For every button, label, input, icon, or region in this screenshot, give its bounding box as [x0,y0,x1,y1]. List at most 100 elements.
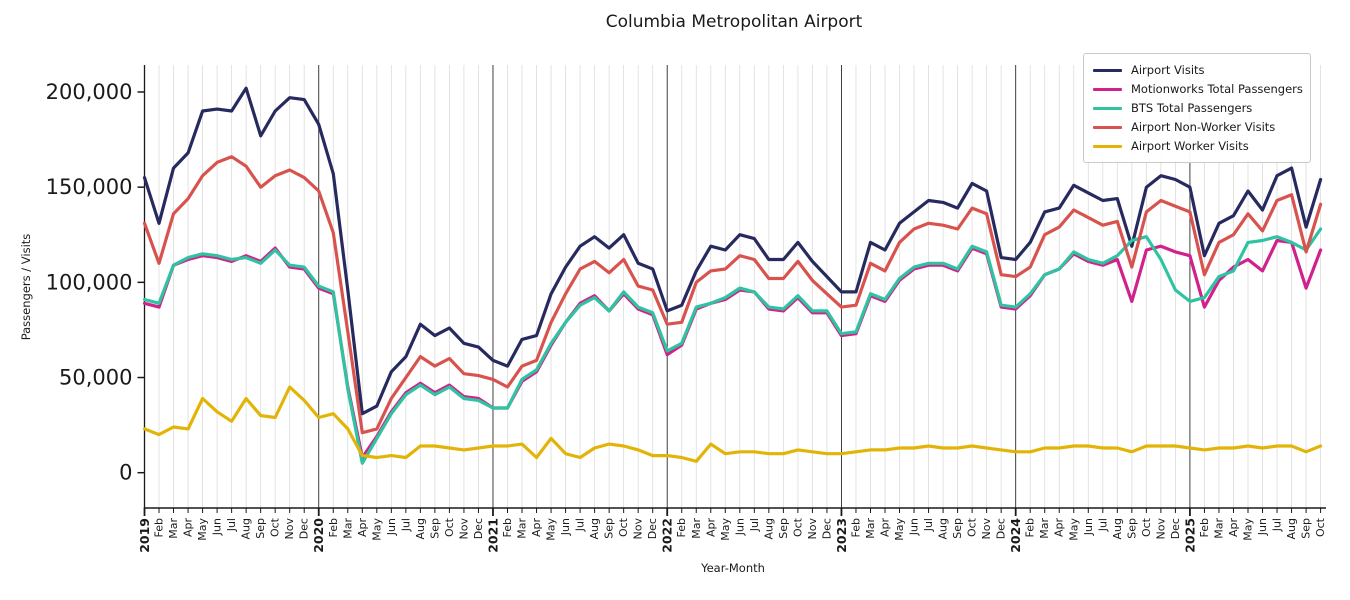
x-tick-label: Nov [283,518,296,540]
x-tick-label: Aug [588,518,601,539]
x-tick-label: Oct [269,517,282,537]
x-tick-label: Nov [1154,518,1167,540]
x-tick-label: May [370,518,383,541]
x-tick-label: Jun [1082,518,1095,536]
series-line-airport-non-worker-visits [142,155,1323,435]
series-line-motionworks-total-passengers [142,238,1323,460]
x-tick-label: Jul [1271,518,1284,532]
x-tick-label: Dec [472,518,485,539]
x-tick-label: Nov [632,518,645,540]
x-tick-label: Mar [341,518,354,539]
x-tick-label: Jun [908,518,921,536]
x-tick-label: Jul [574,518,587,532]
y-tick-label: 100,000 [46,270,133,294]
legend-label: BTS Total Passengers [1131,101,1253,115]
x-tick-label: Feb [1198,518,1211,537]
x-tick-label: Aug [937,518,950,539]
legend-item: Airport Visits [1093,61,1301,80]
x-tick-label: Apr [182,518,195,538]
legend: Airport Visits Motionworks Total Passeng… [1083,53,1311,163]
legend-label: Airport Non-Worker Visits [1131,120,1276,134]
x-tick-label: Aug [414,518,427,539]
series-line-airport-worker-visits [142,385,1323,463]
legend-swatch-airport-worker-visits [1093,144,1122,149]
x-tick-label: Jun [385,518,398,536]
x-tick-label: Jul [225,518,238,532]
x-tick-label: Mar [690,518,703,539]
x-axis-label: Year-Month [700,561,765,575]
x-tick-label: Dec [298,518,311,539]
x-tick-label: May [719,518,732,541]
x-tick-label: May [893,518,906,541]
x-tick-label: May [545,518,558,541]
x-tick-label: Mar [516,518,529,539]
legend-swatch-motionworks-total-passengers [1093,87,1122,92]
legend-label: Airport Visits [1131,63,1205,77]
legend-swatch-airport-non-worker-visits [1093,125,1122,130]
x-tick-label: Jul [1096,518,1109,532]
legend-swatch-bts-total-passengers [1093,106,1122,111]
x-tick-label: 2022 [660,518,675,553]
y-tick-label: 150,000 [46,175,133,199]
x-tick-label: Apr [879,518,892,538]
x-tick-label: Apr [530,518,543,538]
series-line-airport-visits [142,86,1323,416]
x-tick-label: Aug [1285,518,1298,539]
x-tick-label: Feb [849,518,862,537]
x-tick-label: Aug [240,518,253,539]
legend-item: Airport Non-Worker Visits [1093,118,1301,137]
x-tick-label: Nov [457,518,470,540]
x-tick-label: Jun [211,518,224,536]
x-tick-label: Aug [762,518,775,539]
legend-swatch-airport-visits [1093,68,1122,73]
legend-item: Airport Worker Visits [1093,137,1301,156]
legend-label: Airport Worker Visits [1131,139,1249,153]
y-tick-label: 200,000 [46,80,133,104]
y-axis-label: Passengers / Visits [19,234,33,341]
x-tick-label: Oct [966,517,979,537]
x-tick-label: Dec [820,518,833,539]
x-tick-label: Mar [1212,518,1225,539]
x-tick-label: 2019 [137,518,152,553]
y-tick-label: 0 [119,461,132,485]
x-tick-label: Nov [980,518,993,540]
chart-title: Columbia Metropolitan Airport [606,12,863,32]
x-tick-label: Nov [806,518,819,540]
gridlines [158,65,1321,508]
x-tick-label: 2025 [1182,518,1197,553]
x-tick-label: 2021 [485,518,500,553]
tick-labels: 2019 Feb Mar Apr May Jun Jul Aug Sep Oct Nov Dec 202… [46,80,1327,553]
legend-item: BTS Total Passengers [1093,99,1301,118]
x-tick-label: 2024 [1008,518,1023,553]
x-tick-label: Sep [428,518,441,539]
x-tick-label: Feb [327,518,340,537]
x-tick-label: Oct [791,517,804,537]
series-lines [142,86,1323,465]
x-tick-label: Oct [443,517,456,537]
x-tick-label: Sep [1125,518,1138,539]
x-tick-label: Feb [675,518,688,537]
legend-label: Motionworks Total Passengers [1131,82,1303,96]
x-tick-label: May [196,518,209,541]
x-tick-label: Apr [1227,518,1240,538]
x-tick-label: Dec [1169,518,1182,539]
x-tick-label: Jul [922,518,935,532]
axes [137,65,1326,516]
x-tick-label: Feb [501,518,514,537]
x-tick-label: Sep [951,518,964,539]
x-tick-label: Jun [1256,518,1269,536]
x-tick-label: Feb [153,518,166,537]
x-tick-label: 2020 [311,518,326,553]
x-tick-label: Jun [733,518,746,536]
x-tick-label: Feb [1024,518,1037,537]
x-tick-label: Sep [1300,518,1313,539]
x-tick-label: Mar [864,518,877,539]
x-tick-label: Apr [1053,518,1066,538]
x-tick-label: Oct [1314,517,1327,537]
x-tick-label: Jun [559,518,572,536]
x-tick-label: Oct [1140,517,1153,537]
x-tick-label: Mar [167,518,180,539]
x-tick-label: Sep [254,518,267,539]
